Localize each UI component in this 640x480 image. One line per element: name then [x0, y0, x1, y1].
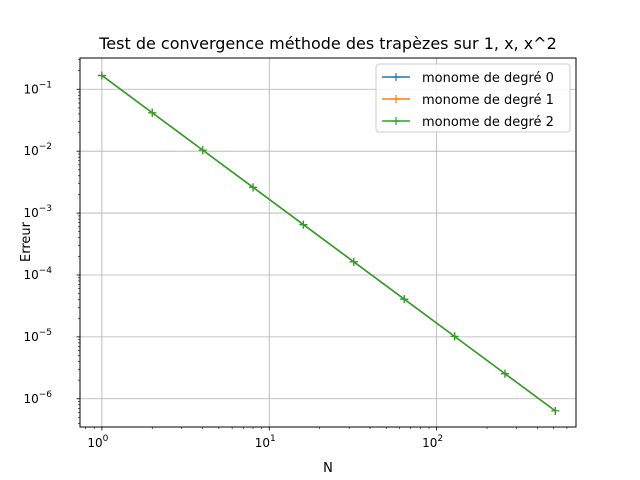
legend-label: monome de degré 0: [422, 71, 554, 86]
chart-title: Test de convergence méthode des trapèzes…: [98, 34, 557, 53]
y-tick-exponent: −3: [39, 204, 52, 214]
x-tick-exponent: 1: [270, 434, 276, 444]
y-tick-exponent: −2: [39, 142, 52, 152]
x-tick-exponent: 2: [437, 434, 443, 444]
y-tick-exponent: −4: [39, 266, 53, 276]
y-axis-label: Erreur: [19, 221, 34, 262]
y-tick-exponent: −1: [39, 80, 52, 90]
legend-label: monome de degré 2: [422, 115, 554, 130]
legend: monome de degré 0 monome de degré 1 monome…: [376, 64, 570, 132]
y-tick-exponent: −6: [39, 390, 53, 400]
legend-label: monome de degré 1: [422, 93, 554, 108]
y-tick-exponent: −5: [39, 328, 52, 338]
x-axis-label: N: [323, 461, 333, 476]
x-tick-exponent: 0: [103, 434, 109, 444]
